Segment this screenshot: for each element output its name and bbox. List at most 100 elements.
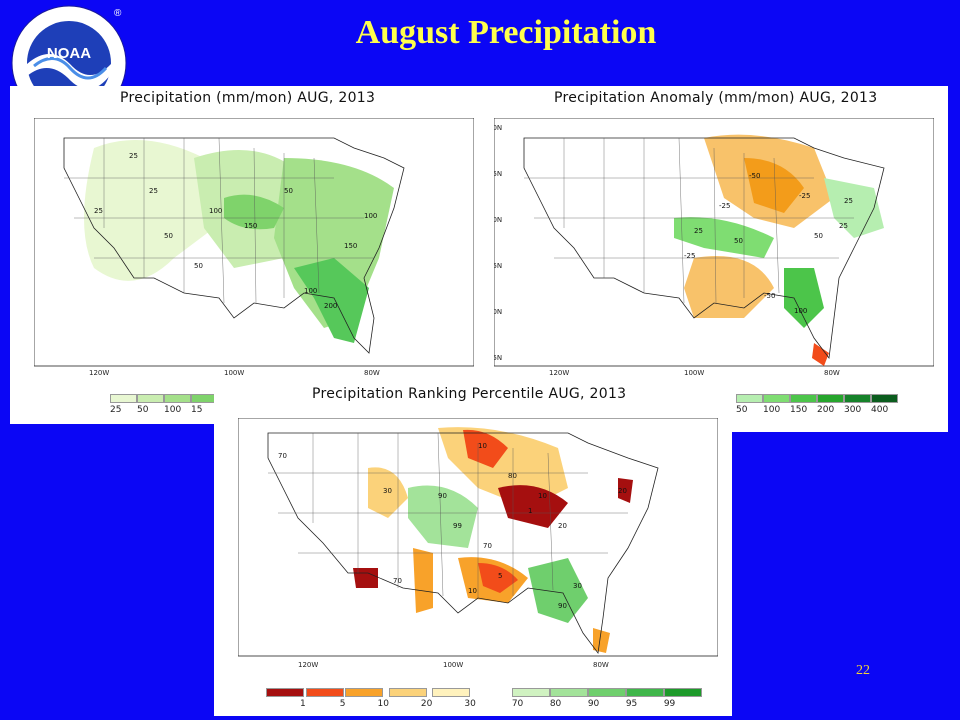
colorbar-entry: 100 — [763, 394, 790, 415]
contour-label: -25 — [799, 192, 810, 200]
green-shading-center-blob — [224, 194, 284, 230]
contour-label: 50 — [734, 237, 743, 245]
colorbar-entry: 300 — [844, 394, 871, 415]
lat-label-30n: 30N — [494, 308, 502, 316]
colorbar-entry: 5 — [305, 688, 345, 709]
lat-axis-labels-anomaly: 50N 45N 40N 35N 30N 25N — [494, 124, 502, 362]
contour-label: 25 — [129, 152, 138, 160]
colorbar-entry: 30 — [432, 688, 476, 709]
colorbar-entry: 50 — [736, 394, 763, 415]
contour-label: 1 — [528, 507, 532, 515]
lat-label-50n: 50N — [494, 124, 502, 132]
ranking-contour-labels: 70 10 30 90 80 20 10 1 70 99 5 30 90 10 … — [278, 442, 627, 610]
state-lines-ranking — [268, 432, 628, 598]
rank-red-north — [463, 429, 508, 468]
contour-label: 99 — [453, 522, 462, 530]
green-anomaly-southeast — [784, 268, 824, 328]
lon-label-100w: 100W — [224, 369, 244, 377]
contour-label: 80 — [508, 472, 517, 480]
colorbar-entry: 95 — [625, 688, 664, 709]
precip-contour-labels: 25 50 100 150 200 50 25 100 50 25 100 15… — [94, 152, 377, 310]
contour-label: -25 — [684, 252, 695, 260]
contour-label: -25 — [719, 202, 730, 210]
precip-colorbar: 25 50 100 15 — [110, 394, 218, 415]
precipitation-panel: Precipitation (mm/mon) AUG, 2013 50N 45N… — [10, 86, 486, 424]
page-number: 22 — [856, 663, 870, 678]
lon-label-100w: 100W — [443, 661, 463, 669]
lat-label-25n: 25N — [494, 354, 502, 362]
lon-label-120w: 120W — [89, 369, 109, 377]
rank-green-southeast — [528, 558, 588, 623]
precip-lon-axis: 120W 100W 80W — [89, 369, 380, 377]
contour-label: 90 — [438, 492, 447, 500]
colorbar-entry: 100 — [164, 394, 191, 415]
precipitation-map: 50N 45N 40N 35N 30N 25N 25 50 100 150 20… — [34, 118, 474, 367]
anomaly-panel: Precipitation Anomaly (mm/mon) AUG, 2013… — [486, 86, 948, 432]
logo-text: NOAA — [47, 45, 91, 62]
state-lines — [64, 137, 374, 304]
contour-label: 5 — [498, 572, 502, 580]
contour-label: 30 — [383, 487, 392, 495]
anomaly-map: 50N 45N 40N 35N 30N 25N -50 -25 25 50 -2… — [494, 118, 934, 367]
rank-red-southcentral — [478, 563, 518, 593]
lat-label-35n: 35N — [494, 262, 502, 270]
contour-label: 200 — [324, 302, 337, 310]
lon-label-80w: 80W — [824, 369, 840, 377]
contour-label: 100 — [304, 287, 317, 295]
ranking-lon-axis: 120W 100W 80W — [298, 661, 609, 669]
colorbar-entry: 70 — [511, 688, 550, 709]
contour-label: 25 — [94, 207, 103, 215]
contour-label: 25 — [694, 227, 703, 235]
orange-florida — [812, 343, 829, 366]
anomaly-colorbar: 50 100 150 200 300 400 — [736, 394, 898, 415]
lon-label-80w: 80W — [593, 661, 609, 669]
colorbar-entry: 50 — [137, 394, 164, 415]
contour-label: 20 — [558, 522, 567, 530]
rank-orange-florida — [593, 628, 610, 653]
colorbar-entry: 400 — [871, 394, 898, 415]
contour-label: -50 — [764, 292, 775, 300]
precipitation-panel-title: Precipitation (mm/mon) AUG, 2013 — [120, 90, 376, 106]
contour-label: 100 — [209, 207, 222, 215]
state-lines-anomaly — [524, 137, 854, 304]
contour-label: 50 — [814, 232, 823, 240]
contour-label: 10 — [478, 442, 487, 450]
contour-label: 100 — [364, 212, 377, 220]
anomaly-contour-labels: -50 -25 25 50 -25 25 -50 50 100 -25 25 — [684, 172, 853, 315]
lon-label-100w: 100W — [684, 369, 704, 377]
lon-label-120w: 120W — [549, 369, 569, 377]
contour-label: -50 — [749, 172, 760, 180]
slide-title: August Precipitation — [355, 14, 657, 51]
ranking-panel-title: Precipitation Ranking Percentile AUG, 20… — [312, 386, 627, 402]
contour-label: 90 — [558, 602, 567, 610]
contour-label: 150 — [244, 222, 257, 230]
contour-label: 10 — [468, 587, 477, 595]
colorbar-entry: 1 — [266, 688, 306, 709]
contour-label: 25 — [844, 197, 853, 205]
ranking-panel: Precipitation Ranking Percentile AUG, 20… — [214, 382, 732, 716]
rank-red-northeast — [618, 478, 633, 503]
rank-orange-newmexico — [413, 548, 433, 613]
anomaly-lon-axis: 120W 100W 80W — [549, 369, 840, 377]
lat-label-45n: 45N — [494, 170, 502, 178]
colorbar-entry: 20 — [388, 688, 432, 709]
colorbar-entry: 99 — [663, 688, 702, 709]
colorbar-entry: 25 — [110, 394, 137, 415]
green-anomaly-band — [674, 217, 774, 258]
contour-label: 30 — [573, 582, 582, 590]
us-outline-anomaly — [523, 137, 885, 360]
contour-label: 50 — [164, 232, 173, 240]
colorbar-entry: 80 — [549, 688, 588, 709]
logo-trademark: ® — [114, 8, 122, 19]
green-anomaly-northeast — [824, 178, 884, 238]
lon-label-80w: 80W — [364, 369, 380, 377]
us-outline-ranking — [267, 432, 659, 655]
contour-label: 20 — [618, 487, 627, 495]
ranking-map: 50N 45N 40N 35N 30N 25N 70 10 30 90 80 2… — [238, 418, 718, 657]
colorbar-entry: 90 — [587, 688, 626, 709]
contour-label: 25 — [149, 187, 158, 195]
contour-label: 70 — [393, 577, 402, 585]
contour-label: 50 — [284, 187, 293, 195]
lat-label-40n: 40N — [494, 216, 502, 224]
anomaly-panel-title: Precipitation Anomaly (mm/mon) AUG, 2013 — [554, 90, 878, 106]
